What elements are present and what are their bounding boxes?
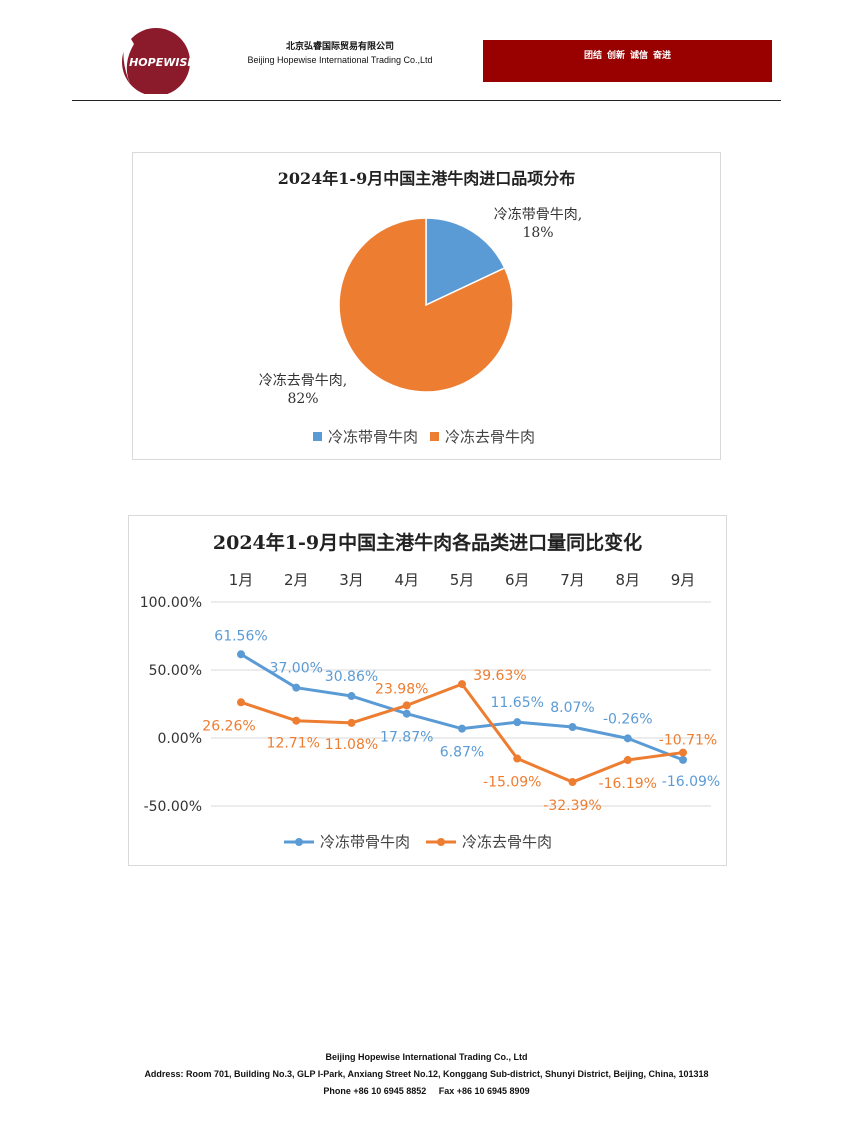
data-point bbox=[623, 756, 632, 765]
data-label: -10.71% bbox=[659, 733, 717, 749]
hopewise-logo: HOPEWISE bbox=[122, 28, 195, 94]
data-point bbox=[568, 723, 577, 732]
data-label: 37.00% bbox=[270, 661, 323, 677]
data-label: 17.87% bbox=[380, 730, 433, 746]
data-point bbox=[347, 692, 356, 701]
data-point bbox=[458, 680, 466, 689]
data-point bbox=[347, 718, 356, 727]
data-label: 61.56% bbox=[214, 628, 267, 644]
data-point bbox=[513, 754, 522, 763]
data-point bbox=[237, 650, 245, 659]
pie-chart: 2024年1-9月中国主港牛肉进口品项分布 冷冻带骨牛肉, 18% 冷冻去骨牛肉… bbox=[132, 152, 721, 460]
data-label: 11.65% bbox=[491, 695, 544, 711]
line-chart-title: 2024年1-9月中国主港牛肉各品类进口量同比变化 bbox=[212, 532, 643, 554]
x-tick-label: 3月 bbox=[339, 571, 364, 589]
series-line-1 bbox=[240, 682, 684, 784]
legend-item: 冷冻带骨牛肉 bbox=[320, 833, 411, 851]
footer-contact: Phone +86 10 6945 8852 Fax +86 10 6945 8… bbox=[323, 1086, 530, 1096]
pie-plot bbox=[338, 217, 514, 393]
legend-item: 冷冻去骨牛肉 bbox=[445, 428, 536, 446]
data-point bbox=[458, 724, 466, 733]
data-label: 30.86% bbox=[325, 669, 378, 685]
data-label: -15.09% bbox=[483, 775, 541, 791]
data-point bbox=[513, 718, 522, 727]
data-label: 26.26% bbox=[202, 718, 255, 734]
data-label: 39.63% bbox=[473, 668, 526, 684]
y-tick-label: 50.00% bbox=[149, 663, 202, 679]
data-label: -0.26% bbox=[603, 711, 653, 727]
x-tick-label: 8月 bbox=[615, 571, 640, 589]
slogan-banner: 团结 创新 诚信 奋进 bbox=[483, 40, 772, 82]
data-label: 6.87% bbox=[440, 745, 484, 761]
pie-label-boneless: 冷冻去骨牛肉, 82% bbox=[238, 372, 368, 408]
footer-address: Address: Room 701, Building No.3, GLP I-… bbox=[144, 1069, 709, 1079]
data-label: -16.09% bbox=[662, 774, 720, 790]
legend-swatch bbox=[313, 432, 322, 441]
y-tick-label: -50.00% bbox=[144, 799, 202, 815]
svg-text:HOPEWISE: HOPEWISE bbox=[129, 56, 195, 69]
line-plot: 100.00% 50.00% 0.00% -50.00% 1月 2月 3月 4月 5月 6月 7月 8… bbox=[140, 571, 721, 815]
x-tick-label: 1月 bbox=[229, 571, 254, 589]
data-point bbox=[568, 778, 577, 787]
legend-item: 冷冻带骨牛肉 bbox=[328, 428, 419, 446]
pie-legend: 冷冻带骨牛肉 冷冻去骨牛肉 bbox=[313, 426, 535, 447]
data-point bbox=[402, 709, 411, 718]
data-point bbox=[292, 683, 301, 692]
pie-label-pct: 18% bbox=[522, 225, 554, 241]
data-point bbox=[679, 755, 687, 764]
data-label: 8.07% bbox=[550, 700, 594, 716]
data-label: 12.71% bbox=[267, 736, 320, 752]
data-label: 11.08% bbox=[325, 737, 378, 753]
pie-label-pct: 82% bbox=[287, 391, 319, 407]
x-tick-label: 9月 bbox=[671, 571, 696, 589]
pie-label-name: 冷冻去骨牛肉, bbox=[258, 373, 348, 389]
y-tick-label: 100.00% bbox=[140, 595, 202, 611]
slogan-text: 团结 创新 诚信 奋进 bbox=[583, 50, 671, 60]
pie-slice-1 bbox=[338, 217, 514, 393]
legend-swatch bbox=[430, 432, 440, 441]
data-point bbox=[292, 716, 301, 725]
data-label: -16.19% bbox=[599, 776, 657, 792]
legend-marker-blue bbox=[284, 837, 314, 846]
data-point bbox=[623, 734, 632, 743]
x-tick-label: 7月 bbox=[560, 571, 585, 589]
data-point bbox=[237, 698, 245, 707]
data-point bbox=[402, 701, 411, 710]
data-label: -32.39% bbox=[543, 798, 601, 814]
y-tick-label: 0.00% bbox=[158, 731, 202, 747]
header-divider bbox=[72, 100, 781, 101]
company-name-cn: 北京弘睿国际贸易有限公司 bbox=[285, 41, 394, 51]
legend-marker-orange bbox=[426, 837, 457, 846]
line-chart: 2024年1-9月中国主港牛肉各品类进口量同比变化 100.00% 50.00% 0… bbox=[128, 515, 727, 866]
footer-company: Beijing Hopewise International Trading C… bbox=[325, 1052, 528, 1062]
pie-label-name: 冷冻带骨牛肉, bbox=[493, 207, 583, 223]
x-tick-label: 2月 bbox=[284, 571, 309, 589]
x-tick-label: 5月 bbox=[450, 571, 475, 589]
data-label: 23.98% bbox=[375, 681, 428, 697]
x-tick-label: 4月 bbox=[394, 571, 419, 589]
pie-chart-title: 2024年1-9月中国主港牛肉进口品项分布 bbox=[277, 169, 576, 188]
pie-label-bone-in: 冷冻带骨牛肉, 18% bbox=[473, 206, 603, 242]
legend-item: 冷冻去骨牛肉 bbox=[462, 833, 553, 851]
data-point bbox=[679, 748, 687, 757]
pie-slice-0 bbox=[425, 217, 506, 307]
line-legend: 冷冻带骨牛肉 冷冻去骨牛肉 bbox=[284, 831, 552, 852]
x-tick-label: 6月 bbox=[505, 571, 530, 589]
company-name-en: Beijing Hopewise International Trading C… bbox=[247, 55, 433, 65]
